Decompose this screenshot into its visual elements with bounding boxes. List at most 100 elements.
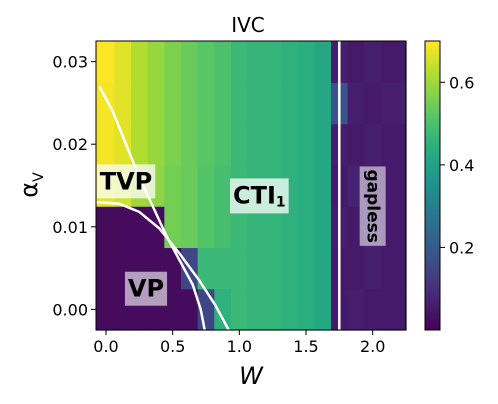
heatmap-cell	[297, 82, 315, 125]
heatmap-cell	[381, 82, 407, 125]
heatmap-cell	[281, 123, 299, 166]
heatmap-cell	[181, 82, 199, 125]
heatmap-cell	[231, 247, 249, 290]
phase-boundaries	[95, 41, 341, 331]
y-axis-label: αV	[15, 172, 47, 198]
heatmap-cell	[214, 82, 232, 125]
heatmap-cell	[297, 288, 315, 331]
heatmap-cell	[247, 41, 265, 83]
colorbar-tick-label: 0.4	[449, 156, 474, 175]
y-tick-label: 0.02	[52, 135, 88, 154]
heatmap-cell	[147, 41, 165, 83]
heatmap-cell	[364, 288, 382, 331]
heatmap-cell	[247, 206, 265, 249]
heatmap-cell	[214, 164, 232, 207]
y-axis-label-main: α	[15, 182, 43, 198]
heatmap-cell	[314, 82, 332, 125]
heatmap-cell	[114, 123, 132, 166]
phase-boundary-line	[98, 85, 206, 331]
heatmap-cell	[314, 41, 332, 83]
heatmap-cell	[164, 82, 182, 125]
heatmap-cell	[181, 41, 199, 83]
region-label-main: TVP	[100, 167, 153, 195]
heatmap-cell	[147, 123, 165, 166]
region-label: VP	[124, 271, 168, 306]
heatmap-cell	[197, 41, 215, 83]
colorbar	[424, 40, 441, 331]
heatmap-cell	[281, 82, 299, 125]
heatmap-cell	[231, 206, 249, 249]
heatmap-cell	[214, 41, 232, 83]
region-label-text: TVP	[100, 167, 153, 195]
heatmap-cell	[214, 247, 232, 290]
heatmap-cell	[364, 247, 382, 290]
heatmap-cell	[247, 288, 265, 331]
heatmap-cell	[381, 288, 407, 331]
heatmap-cell	[197, 164, 215, 207]
heatmap-cell	[297, 247, 315, 290]
heatmap-cell	[347, 123, 365, 166]
heatmap-cell	[281, 247, 299, 290]
x-tick-label: 0.5	[160, 337, 185, 356]
heatmap-cell	[264, 288, 282, 331]
heatmap-cell	[231, 288, 249, 331]
heatmap-cell	[181, 288, 199, 331]
heatmap-cell	[231, 82, 249, 125]
heatmap-cell	[197, 247, 215, 290]
plot-frame	[95, 40, 407, 331]
heatmap-cell	[147, 82, 165, 125]
heatmap-cell	[197, 123, 215, 166]
heatmap-cell	[297, 123, 315, 166]
x-axis-label: W	[239, 362, 264, 390]
heatmap-cell	[347, 41, 365, 83]
chart-title: IVC	[231, 13, 265, 37]
x-tick-label: 1.5	[293, 337, 318, 356]
region-label: gapless	[359, 166, 386, 246]
heatmap-cell	[364, 82, 382, 125]
heatmap-cell	[114, 41, 132, 83]
y-tick-label: 0.03	[52, 53, 88, 72]
region-label-text: CTI1	[233, 181, 286, 210]
heatmap-cell	[181, 123, 199, 166]
heatmap-cell	[96, 41, 115, 83]
heatmap-cell	[347, 288, 365, 331]
heatmap-cell	[381, 247, 407, 290]
heatmap-cell	[164, 164, 182, 207]
heatmap-cell	[314, 123, 332, 166]
region-label: TVP	[96, 164, 156, 199]
heatmap-cell	[314, 247, 332, 290]
x-tick-label: 1.0	[227, 337, 252, 356]
heatmap-cell	[364, 41, 382, 83]
region-label-text: VP	[128, 275, 164, 303]
heatmap-cell	[264, 41, 282, 83]
x-tick-label: 0.0	[93, 337, 118, 356]
heatmap-cell	[247, 247, 265, 290]
colorbar-tick-label: 0.6	[449, 73, 474, 92]
heatmap-cell	[314, 288, 332, 331]
heatmap-cell	[214, 206, 232, 249]
heatmap-cell	[281, 206, 299, 249]
x-axis-ticks: 0.0 0.5 1.0 1.5 2.0	[93, 330, 385, 356]
heatmap-cell	[164, 288, 182, 331]
heatmap-cell	[364, 123, 382, 166]
heatmap-cell	[314, 164, 332, 207]
heatmap-cell	[347, 247, 365, 290]
heatmap-cell	[96, 247, 115, 290]
heatmap-cell	[164, 206, 182, 249]
heatmap-cell	[114, 82, 132, 125]
heatmap-cell	[164, 123, 182, 166]
heatmap-cell	[381, 123, 407, 166]
heatmap-cell	[131, 123, 149, 166]
heatmap-cell	[264, 206, 282, 249]
heatmap-cell	[247, 82, 265, 125]
heatmap-cell	[214, 123, 232, 166]
region-label: CTI1	[229, 178, 289, 214]
heatmap-cell	[247, 123, 265, 166]
region-label-box	[96, 164, 156, 199]
heatmap-cell	[381, 41, 407, 83]
region-label-box	[359, 166, 386, 246]
region-label-subscript: 1	[276, 194, 286, 210]
heatmap-cell	[264, 123, 282, 166]
y-axis-label-subscript: V	[31, 172, 47, 182]
